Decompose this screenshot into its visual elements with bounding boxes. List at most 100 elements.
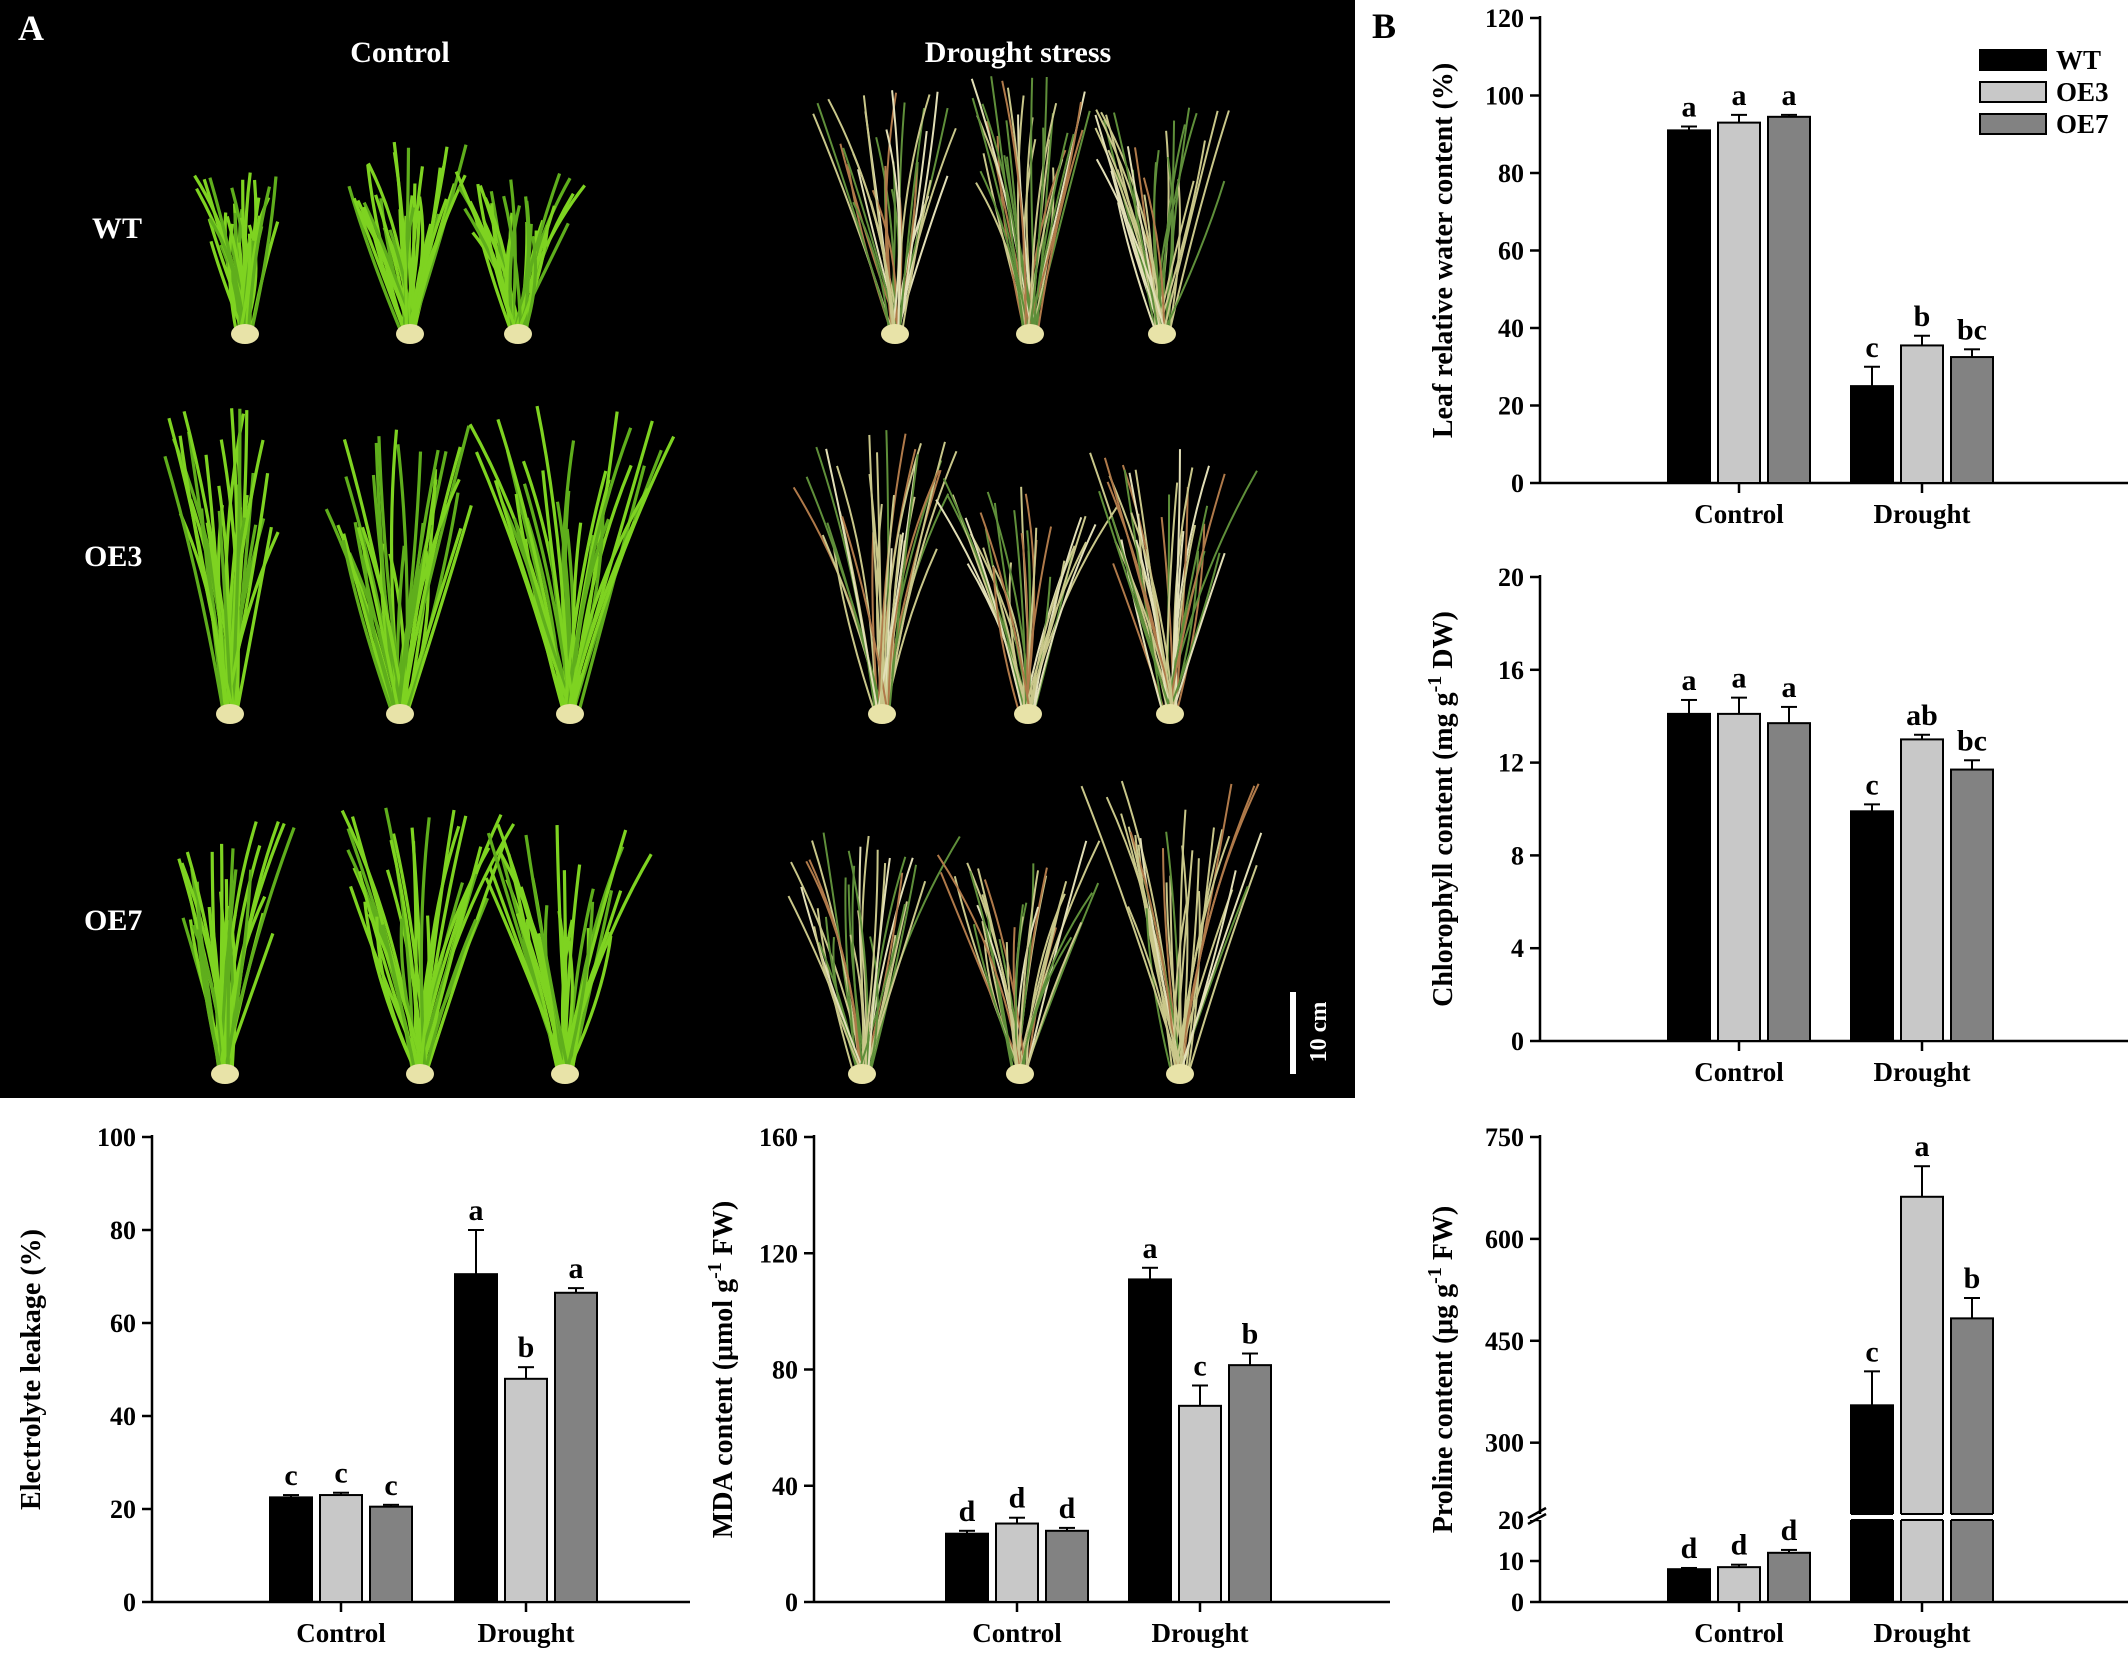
significance-letter: a [1682,664,1697,697]
significance-letter: c [1193,1349,1206,1382]
plant-clump [1089,449,1258,724]
leaf-blade [841,516,890,721]
leaf-blade [893,175,949,341]
leaf-blade [226,848,235,1081]
leaf-blade [565,487,650,721]
bar-oe7-drought [1950,356,1994,484]
leaf-blade [867,864,918,1081]
bar-oe3-control [1717,1566,1761,1603]
leaf-blade [493,479,576,721]
significance-letter: bc [1957,724,1987,757]
plant-clump [787,832,961,1084]
leaf-blade [561,935,613,1081]
x-tick-label: Control [1694,499,1784,529]
plant-clump [454,171,586,344]
leaf-blade [990,76,1026,341]
leaf-blade [422,843,506,1081]
significance-letter: a [1782,79,1797,112]
leaf-blade [537,933,562,1081]
leaf-blade [352,197,410,341]
leaf-blade [515,913,561,1081]
leaf-blade [1022,921,1083,1081]
leaf-blade [982,547,1028,721]
leaf-blade [1021,936,1073,1081]
leaf-blade [417,809,456,1081]
plant-base [848,1064,876,1084]
bar-wt-control [1667,712,1711,1042]
bar-oe3-drought [1178,1404,1222,1603]
leaf-blade [248,176,278,341]
bar-oe7-control [1045,1529,1089,1603]
leaf-blade [971,97,1032,341]
x-tick-label: Drought [1151,1618,1248,1648]
plant-base [868,704,896,724]
significance-letter: c [384,1469,397,1502]
leaf-blade [341,539,397,721]
x-tick-label: Drought [1873,1057,1970,1087]
leaf-blade [1023,101,1082,341]
leaf-blade [879,494,896,721]
leaf-blade [417,846,483,1081]
leaf-blade [1175,531,1185,721]
leaf-blade [524,834,572,1081]
plant-clump [468,405,676,724]
chart-electrolyte-leakage: 0 20 40 60 80 100 Control Drought c a c b c a Electrol… [16,1123,690,1648]
leaf-blade [871,189,898,341]
plant-base [406,1064,434,1084]
bar-wt-drought [1128,1278,1172,1603]
leaf-blade [349,885,428,1081]
photo-col-label-control: Control [350,36,449,69]
leaf-blade [813,926,866,1081]
leaf-blade [1164,552,1221,721]
plant-clump [1080,780,1263,1084]
y-tick-label: 100 [1485,82,1524,111]
leaf-blade [340,809,420,1081]
leaf-blade [1167,120,1176,341]
significance-letter: c [334,1457,347,1490]
significance-letter: a [469,1194,484,1227]
plant-clump [812,90,957,344]
y-tick-label: 20 [1498,563,1524,592]
leaf-blade [1185,864,1258,1081]
leaf-blade [894,197,903,341]
bar-oe3-drought [1900,738,1944,1042]
plant-base [231,324,259,344]
bar-oe3-control [995,1522,1039,1603]
y-tick-label: 12 [1498,749,1524,778]
leaf-blade [227,223,240,341]
y-tick-label: 0 [123,1588,136,1617]
photo-row-label-oe3: OE3 [84,540,142,573]
y-axis-title: Proline content (μg g-1 FW) [1424,1206,1459,1534]
leaf-blade [860,849,879,1081]
leaf-blade [1095,158,1168,341]
y-tick-label: 750 [1485,1123,1524,1152]
legend-label-oe7: OE7 [2056,109,2109,139]
leaf-blade [855,903,906,1081]
x-tick-label: Control [1694,1618,1784,1648]
significance-letter: c [284,1459,297,1492]
leaf-blade [223,413,246,721]
y-tick-label: 40 [110,1402,136,1431]
significance-letter: c [1865,331,1878,364]
bar-oe7-drought [554,1291,598,1603]
plant-clump [792,430,958,724]
bar-wt-control [945,1532,989,1603]
bar-wt-control [269,1496,313,1603]
legend-label-wt: WT [2056,45,2101,75]
significance-letter: d [1731,1529,1748,1562]
bar-wt-control [1667,129,1711,484]
y-tick-label: 0 [1511,1588,1524,1617]
legend-swatch-oe7 [1979,113,2047,135]
leaf-blade [1030,110,1091,341]
legend-swatch-wt [1979,49,2047,71]
leaf-blade [407,167,442,341]
y-tick-label: 300 [1485,1429,1524,1458]
significance-letter: d [1781,1514,1798,1547]
significance-letter: b [1242,1318,1259,1351]
y-tick-label: 0 [785,1588,798,1617]
axis-break-mark [1527,1512,1547,1526]
leaf-blade [1001,80,1027,341]
leaf-blade [883,442,922,721]
y-tick-label: 60 [110,1309,136,1338]
plant-base [1156,704,1184,724]
